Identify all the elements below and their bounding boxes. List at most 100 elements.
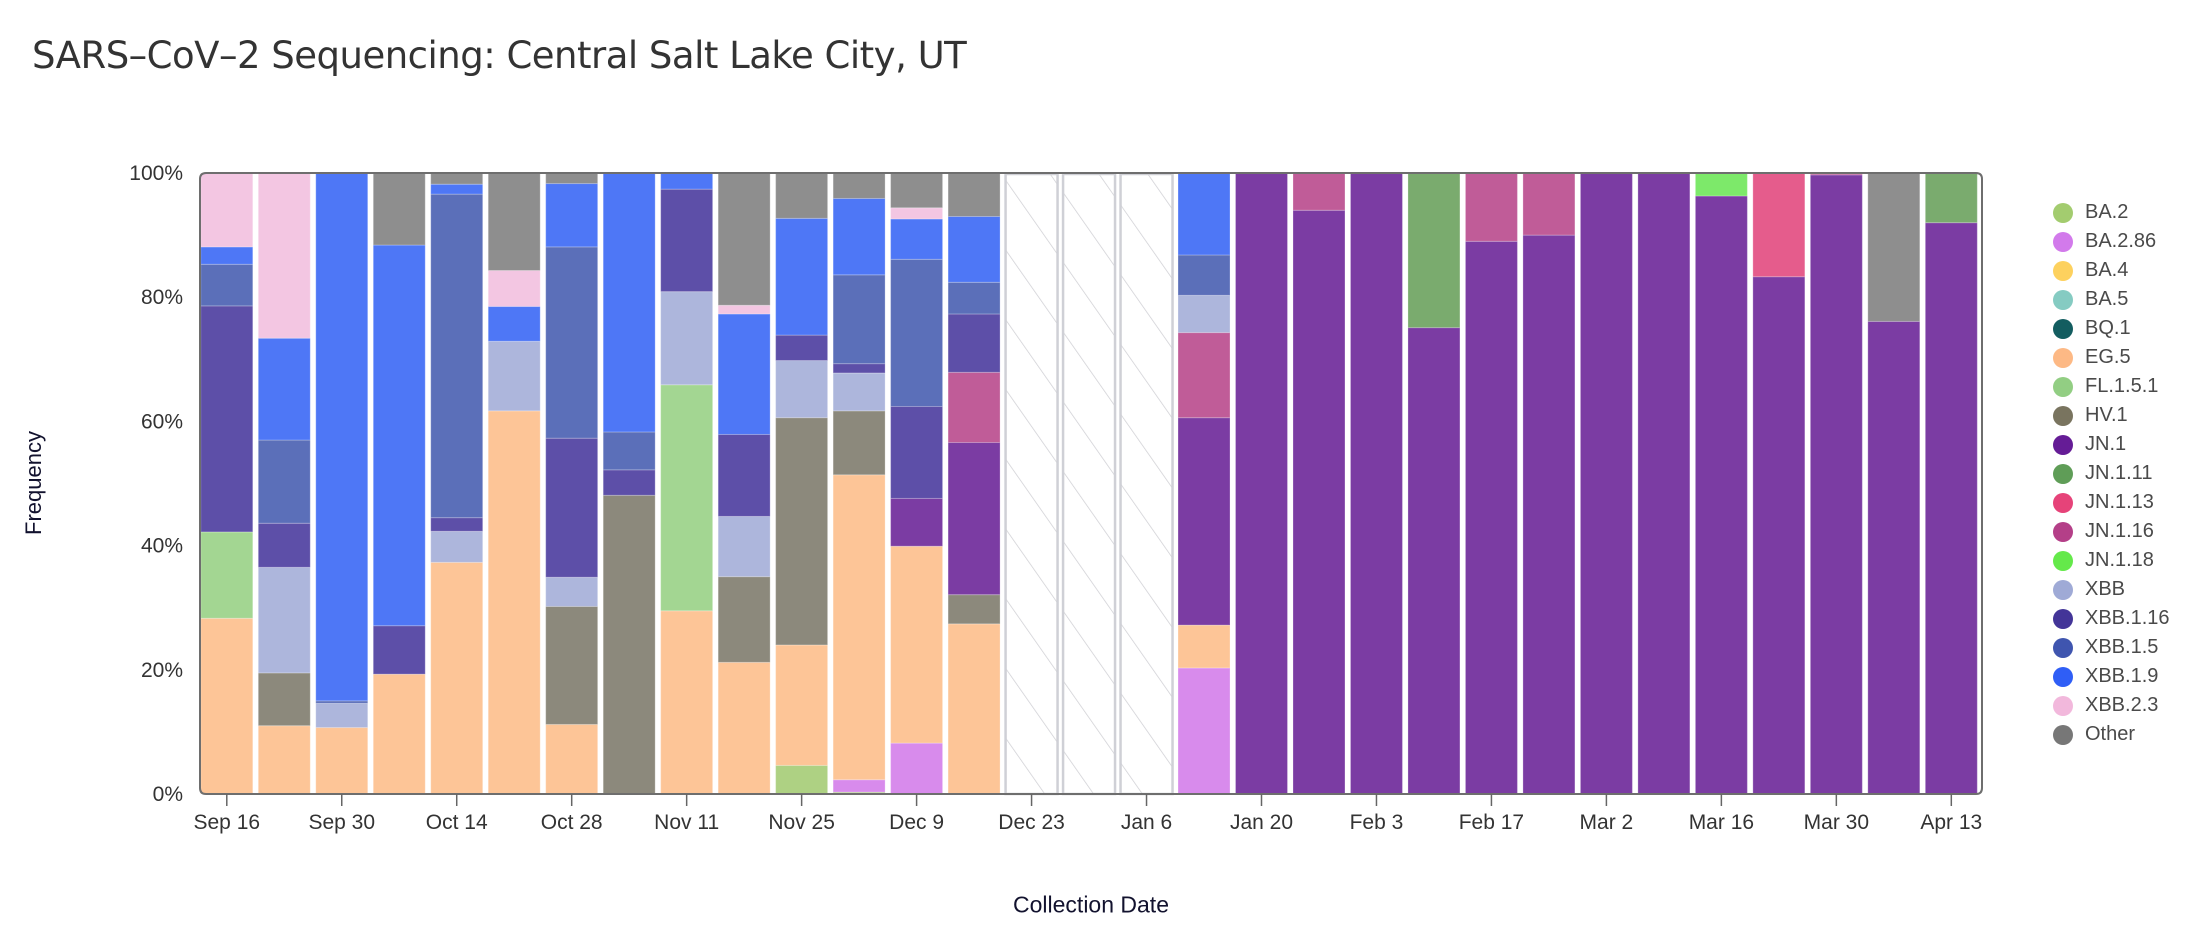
bar-segment-jn-1-16[interactable]: [1177, 332, 1231, 419]
bar-segment-eg-5[interactable]: [775, 644, 829, 766]
legend-item-fl-1-5-1[interactable]: FL.1.5.1: [2053, 372, 2170, 401]
bar-segment-eg-5[interactable]: [257, 725, 311, 795]
bar-segment-xbb-1-9[interactable]: [1177, 172, 1231, 256]
bar-segment-xbb-1-9[interactable]: [717, 313, 771, 435]
bar-segment-other[interactable]: [775, 172, 829, 219]
bar-segment-jn-1[interactable]: [1637, 172, 1691, 795]
legend-item-jn-1-13[interactable]: JN.1.13: [2053, 488, 2170, 517]
bar-segment-xbb-1-16[interactable]: [372, 625, 426, 675]
bar-segment-jn-1-16[interactable]: [1464, 172, 1518, 242]
bar-segment-eg-5[interactable]: [1177, 624, 1231, 669]
bar-segment-fl-1-5-1[interactable]: [660, 384, 714, 612]
bar-segment-ba-2[interactable]: [775, 764, 829, 795]
bar-segment-xbb-1-9[interactable]: [257, 337, 311, 441]
bar-segment-jn-1[interactable]: [947, 442, 1001, 596]
bar-segment-xbb-2-3[interactable]: [487, 269, 541, 308]
bar-segment-xbb-1-16[interactable]: [832, 363, 886, 374]
bar-segment-jn-1[interactable]: [1867, 320, 1921, 795]
bar-segment-jn-1[interactable]: [890, 497, 944, 547]
bar-segment-ba-2-86[interactable]: [890, 742, 944, 795]
legend-item-ba-2-86[interactable]: BA.2.86: [2053, 227, 2170, 256]
bar-segment-jn-1[interactable]: [1924, 222, 1978, 795]
bar-segment-jn-1-16[interactable]: [1522, 172, 1576, 236]
bar-segment-xbb-1-16[interactable]: [660, 188, 714, 293]
bar-segment-xbb-1-16[interactable]: [775, 334, 829, 362]
bar-segment-eg-5[interactable]: [947, 623, 1001, 795]
bar-segment-eg-5[interactable]: [545, 723, 599, 795]
bar-segment-xbb-1-16[interactable]: [430, 517, 484, 532]
bar-segment-eg-5[interactable]: [200, 617, 254, 795]
bar-segment-xbb-1-16[interactable]: [545, 437, 599, 578]
bar-segment-xbb-1-5[interactable]: [602, 431, 656, 471]
bar-segment-xbb-1-5[interactable]: [890, 258, 944, 407]
bar-segment-xbb-2-3[interactable]: [717, 304, 771, 315]
bar-segment-jn-1-16[interactable]: [947, 371, 1001, 444]
bar-segment-other[interactable]: [487, 172, 541, 271]
bar-segment-jn-1-13[interactable]: [1752, 172, 1806, 278]
legend-item-bq-1[interactable]: BQ.1: [2053, 314, 2170, 343]
bar-segment-jn-1-11[interactable]: [1924, 172, 1978, 224]
bar-segment-xbb-1-16[interactable]: [200, 305, 254, 533]
bar-segment-hv-1[interactable]: [775, 417, 829, 646]
bar-segment-jn-1[interactable]: [1809, 174, 1863, 795]
bar-segment-eg-5[interactable]: [430, 561, 484, 795]
legend-item-jn-1[interactable]: JN.1: [2053, 430, 2170, 459]
bar-segment-eg-5[interactable]: [717, 661, 771, 795]
bar-segment-fl-1-5-1[interactable]: [200, 531, 254, 619]
bar-segment-xbb-1-9[interactable]: [832, 197, 886, 276]
bar-segment-xbb-1-16[interactable]: [257, 522, 311, 568]
bar-segment-xbb-1-5[interactable]: [200, 263, 254, 307]
legend-item-xbb-1-9[interactable]: XBB.1.9: [2053, 662, 2170, 691]
bar-segment-eg-5[interactable]: [660, 610, 714, 795]
bar-segment-xbb[interactable]: [545, 576, 599, 607]
bar-segment-jn-1[interactable]: [1752, 276, 1806, 795]
bar-segment-xbb-1-5[interactable]: [1177, 254, 1231, 296]
bar-segment-hv-1[interactable]: [602, 494, 656, 795]
bar-segment-jn-1[interactable]: [1694, 195, 1748, 795]
bar-segment-xbb[interactable]: [1177, 294, 1231, 334]
bar-segment-other[interactable]: [372, 172, 426, 246]
bar-segment-xbb-1-9[interactable]: [430, 183, 484, 195]
bar-segment-xbb-2-3[interactable]: [890, 207, 944, 220]
legend-item-xbb-1-16[interactable]: XBB.1.16: [2053, 604, 2170, 633]
bar-segment-hv-1[interactable]: [545, 605, 599, 725]
legend-item-jn-1-18[interactable]: JN.1.18: [2053, 546, 2170, 575]
bar-segment-ba-2-86[interactable]: [1177, 667, 1231, 795]
bar-segment-other[interactable]: [1867, 172, 1921, 322]
bar-segment-xbb[interactable]: [487, 340, 541, 412]
bar-segment-xbb[interactable]: [315, 702, 369, 729]
bar-segment-other[interactable]: [947, 172, 1001, 217]
bar-segment-xbb-2-3[interactable]: [200, 172, 254, 248]
bar-segment-other[interactable]: [890, 172, 944, 209]
legend-item-other[interactable]: Other: [2053, 720, 2170, 749]
bar-segment-jn-1-18[interactable]: [1694, 172, 1748, 197]
bar-segment-xbb-1-9[interactable]: [947, 215, 1001, 283]
bar-segment-jn-1[interactable]: [1579, 172, 1633, 795]
bar-segment-xbb[interactable]: [775, 360, 829, 419]
bar-segment-hv-1[interactable]: [257, 672, 311, 727]
bar-segment-xbb[interactable]: [717, 515, 771, 578]
bar-segment-other[interactable]: [717, 171, 771, 306]
bar-segment-other[interactable]: [545, 171, 599, 185]
bar-segment-xbb-1-9[interactable]: [315, 172, 369, 702]
bar-segment-eg-5[interactable]: [372, 673, 426, 795]
bar-segment-xbb-1-16[interactable]: [602, 469, 656, 496]
legend-item-xbb[interactable]: XBB: [2053, 575, 2170, 604]
legend-item-ba-5[interactable]: BA.5: [2053, 285, 2170, 314]
bar-segment-jn-1[interactable]: [1349, 172, 1403, 795]
legend-item-ba-4[interactable]: BA.4: [2053, 256, 2170, 285]
bar-segment-jn-1[interactable]: [1464, 240, 1518, 795]
bar-segment-xbb-1-9[interactable]: [660, 172, 714, 190]
bar-segment-jn-1[interactable]: [1522, 234, 1576, 795]
bar-segment-xbb-1-9[interactable]: [487, 306, 541, 342]
legend-item-ba-2[interactable]: BA.2: [2053, 198, 2170, 227]
bar-segment-xbb[interactable]: [430, 530, 484, 563]
legend-item-xbb-1-5[interactable]: XBB.1.5: [2053, 633, 2170, 662]
bar-segment-xbb-1-16[interactable]: [717, 433, 771, 517]
bar-segment-xbb-1-5[interactable]: [832, 274, 886, 365]
bar-segment-jn-1[interactable]: [1407, 327, 1461, 795]
bar-segment-other[interactable]: [832, 172, 886, 199]
bar-segment-xbb[interactable]: [660, 291, 714, 386]
bar-segment-xbb-1-16[interactable]: [947, 313, 1001, 373]
bar-segment-hv-1[interactable]: [947, 594, 1001, 625]
